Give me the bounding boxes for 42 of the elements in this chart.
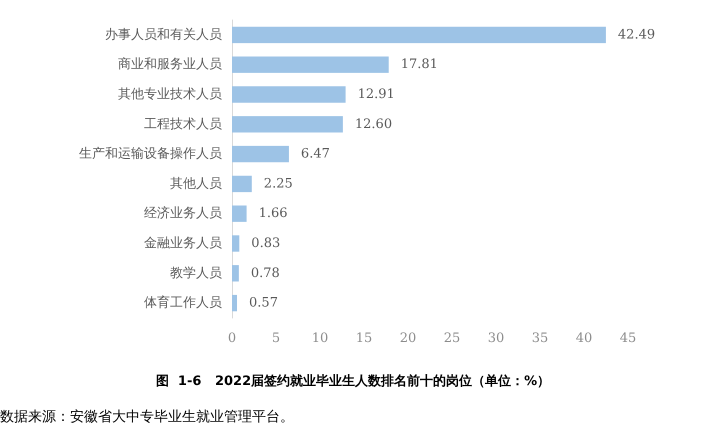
x-tick-label: 5 xyxy=(272,331,280,346)
x-tick-label: 0 xyxy=(228,331,236,346)
data-label: 0.83 xyxy=(251,236,280,251)
y-tick-label: 办事人员和有关人员 xyxy=(105,27,222,42)
data-label: 6.47 xyxy=(300,146,330,162)
y-tick-label: 金融业务人员 xyxy=(144,236,222,251)
x-tick-label: 45 xyxy=(620,331,636,346)
y-tick-label: 其他专业技术人员 xyxy=(118,87,222,102)
data-label: 17.81 xyxy=(400,57,438,72)
bar xyxy=(232,56,389,73)
data-label: 2.25 xyxy=(264,176,293,192)
data-label: 12.60 xyxy=(354,116,392,132)
data-label: 1.66 xyxy=(258,206,288,222)
data-label: 12.91 xyxy=(358,87,395,102)
source-note: 数据来源：安徽省大中专毕业生就业管理平台。 xyxy=(0,409,294,425)
y-tick-label: 其他人员 xyxy=(170,176,222,192)
x-tick-label: 40 xyxy=(576,331,592,346)
y-tick-label: 教学人员 xyxy=(170,266,222,281)
bar xyxy=(232,146,289,162)
text: 图 1-6 2022届签约就业毕业生人数排名前十的岗位（单位：%） xyxy=(156,373,550,389)
y-tick-label: 工程技术人员 xyxy=(144,116,222,132)
bar xyxy=(232,116,343,132)
y-tick-label: 体育工作人员 xyxy=(144,294,222,311)
y-tick-label: 经济业务人员 xyxy=(144,206,222,222)
bar xyxy=(232,26,606,44)
x-tick-label: 35 xyxy=(532,331,548,346)
x-tick-label: 30 xyxy=(488,331,504,346)
y-tick-label: 生产和运输设备操作人员 xyxy=(79,146,222,162)
bar xyxy=(232,265,239,282)
bar xyxy=(232,235,240,252)
data-label: 0.57 xyxy=(249,296,278,311)
bar xyxy=(232,294,238,312)
y-tick-label: 商业和服务业人员 xyxy=(118,57,222,72)
bar xyxy=(232,206,247,222)
bar xyxy=(232,176,252,192)
x-tick-label: 20 xyxy=(400,331,416,346)
x-tick-label: 10 xyxy=(312,331,328,346)
x-tick-label: 15 xyxy=(356,331,372,346)
bar xyxy=(232,86,346,103)
x-tick-label: 25 xyxy=(444,331,460,346)
data-label: 42.49 xyxy=(618,27,656,42)
data-label: 0.78 xyxy=(250,266,280,281)
